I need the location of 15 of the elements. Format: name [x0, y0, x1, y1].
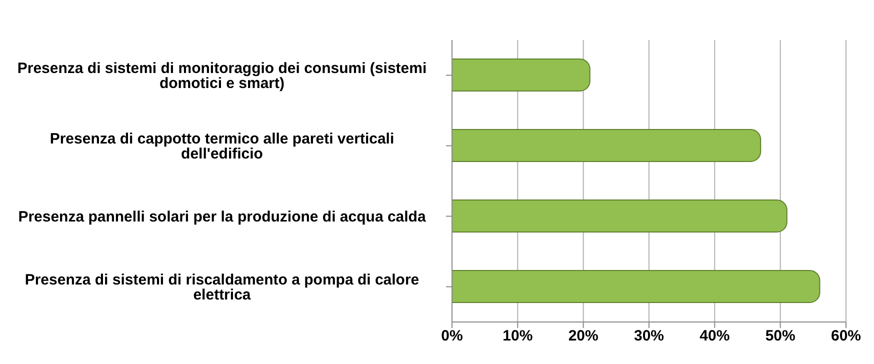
bar — [452, 129, 762, 162]
x-tick-label: 20% — [568, 328, 598, 345]
x-tick-label: 10% — [502, 328, 533, 345]
x-tick-label: 40% — [700, 328, 730, 345]
x-tick-label: 60% — [830, 328, 862, 345]
bar — [452, 200, 788, 232]
x-tick-label: 50% — [765, 328, 796, 345]
x-tick-label: 0% — [441, 328, 463, 345]
bar — [452, 270, 820, 303]
bar — [452, 58, 590, 92]
y-tick-label: Presenza di cappotto termico alle pareti verticali dell'edificio — [50, 130, 394, 163]
y-tick-label: Presenza pannelli solari per la produzione di acqua calda — [18, 208, 426, 226]
x-tick-label: 30% — [634, 328, 664, 345]
y-tick-label: Presenza di sistemi di monitoraggio dei consumi (sistemi domotici e smart) — [17, 60, 427, 92]
y-tick-label: Presenza di sistemi di riscaldamento a pompa di calore elettrica — [24, 272, 420, 304]
